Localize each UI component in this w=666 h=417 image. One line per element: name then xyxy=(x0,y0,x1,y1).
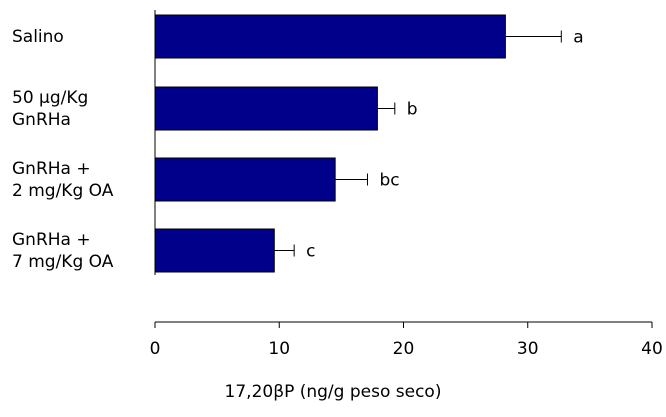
bars-group: a b bc c xyxy=(154,14,584,273)
bar xyxy=(154,86,378,131)
category-label-line: GnRHa xyxy=(12,109,71,130)
x-axis: 0 10 20 30 40 xyxy=(150,10,663,359)
category-label: GnRHa +2 mg/Kg OA xyxy=(12,158,113,202)
category-label-line: 50 µg/Kg xyxy=(12,87,89,108)
x-tick-label: 30 xyxy=(517,339,539,359)
category-label-line: GnRHa + xyxy=(12,229,91,250)
significance-label: c xyxy=(306,242,315,262)
category-label-line: 7 mg/Kg OA xyxy=(12,251,114,272)
bar xyxy=(154,157,336,202)
category-label-line: 2 mg/Kg OA xyxy=(12,180,114,201)
bar xyxy=(154,14,506,59)
x-tick-label: 20 xyxy=(393,339,415,359)
category-label: Salino xyxy=(12,26,64,48)
category-label-line: Salino xyxy=(12,26,64,47)
x-tick-label: 10 xyxy=(268,339,290,359)
category-label: GnRHa +7 mg/Kg OA xyxy=(12,229,113,273)
category-label: 50 µg/Kg GnRHa xyxy=(12,87,88,131)
x-tick-label: 40 xyxy=(641,339,663,359)
bar xyxy=(154,228,275,273)
significance-label: b xyxy=(407,100,418,120)
category-label-line: GnRHa + xyxy=(12,158,91,179)
significance-label: bc xyxy=(379,171,399,191)
significance-label: a xyxy=(573,28,583,48)
x-axis-label: 17,20βP (ng/g peso seco) xyxy=(224,382,442,402)
x-tick-label: 0 xyxy=(150,339,161,359)
